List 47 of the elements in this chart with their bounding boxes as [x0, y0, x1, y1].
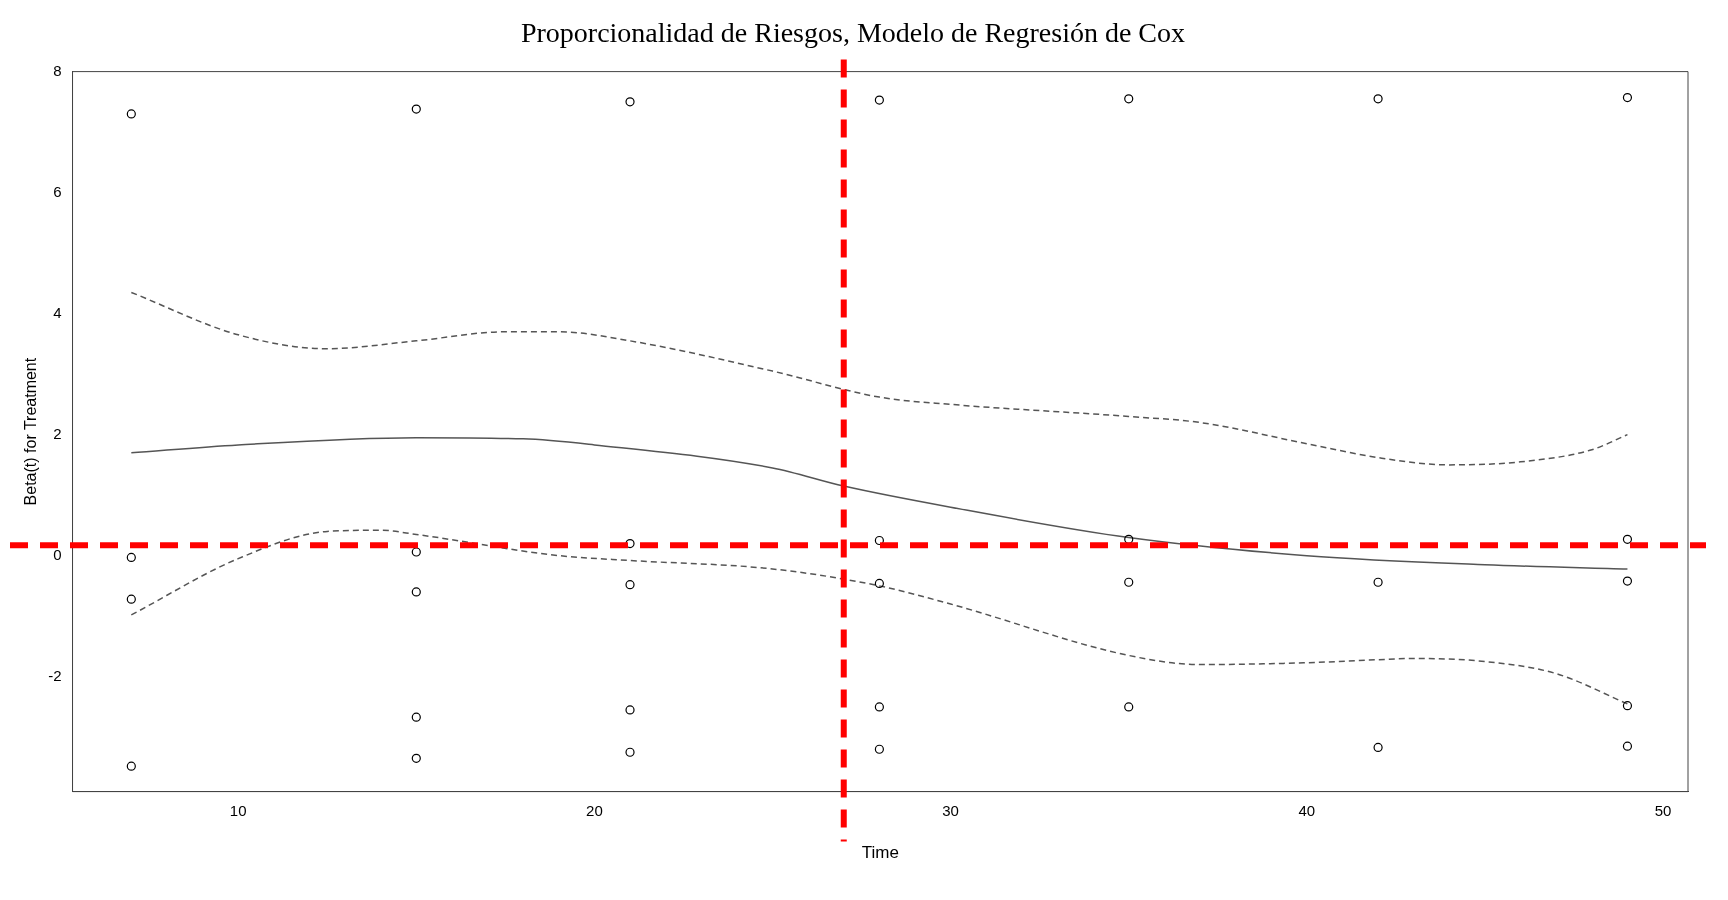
x-tick-label: 50: [1654, 801, 1672, 819]
point: [411, 587, 421, 597]
point: [1373, 742, 1383, 753]
point: [625, 580, 635, 590]
point: [874, 744, 884, 754]
point: [874, 95, 884, 105]
y-tick-label: -2: [48, 666, 62, 684]
point: [1622, 93, 1633, 103]
x-tick-label: 30: [942, 801, 959, 819]
x-tick-label: 10: [229, 801, 247, 819]
point: [411, 753, 421, 763]
x-tick-label: 40: [1298, 801, 1316, 819]
point: [126, 594, 136, 604]
y-tick-label: 2: [53, 424, 62, 442]
point: [874, 535, 884, 546]
point: [1373, 94, 1383, 104]
y-tick-label: 0: [53, 545, 62, 563]
x-tick-label: 20: [586, 801, 603, 819]
chart-title: Proporcionalidad de Riesgos, Modelo de Regresión de Cox: [520, 17, 1186, 49]
point: [1622, 701, 1633, 711]
x-axis-title: Time: [861, 843, 899, 863]
point: [625, 705, 635, 715]
point: [411, 547, 421, 557]
point: [126, 109, 136, 119]
point: [1622, 576, 1633, 586]
point: [625, 538, 635, 549]
line-series: [130, 291, 1629, 466]
line-series: [130, 436, 1629, 570]
y-tick-label: 4: [53, 303, 62, 321]
point: [1124, 577, 1134, 587]
point: [1124, 702, 1134, 712]
point: [126, 552, 136, 563]
y-axis-title: Beta(t) for Treatment: [22, 357, 40, 506]
y-tick-label: 8: [53, 61, 62, 79]
point: [411, 712, 421, 722]
point: [1373, 577, 1383, 587]
point: [126, 761, 136, 771]
point: [1124, 534, 1134, 544]
point: [411, 104, 421, 114]
point: [625, 747, 635, 757]
point: [874, 578, 884, 589]
point: [1124, 94, 1134, 104]
point: [874, 702, 884, 712]
point: [1622, 534, 1633, 544]
point: [625, 97, 635, 107]
y-tick-label: 6: [53, 182, 62, 200]
point: [1622, 741, 1633, 751]
